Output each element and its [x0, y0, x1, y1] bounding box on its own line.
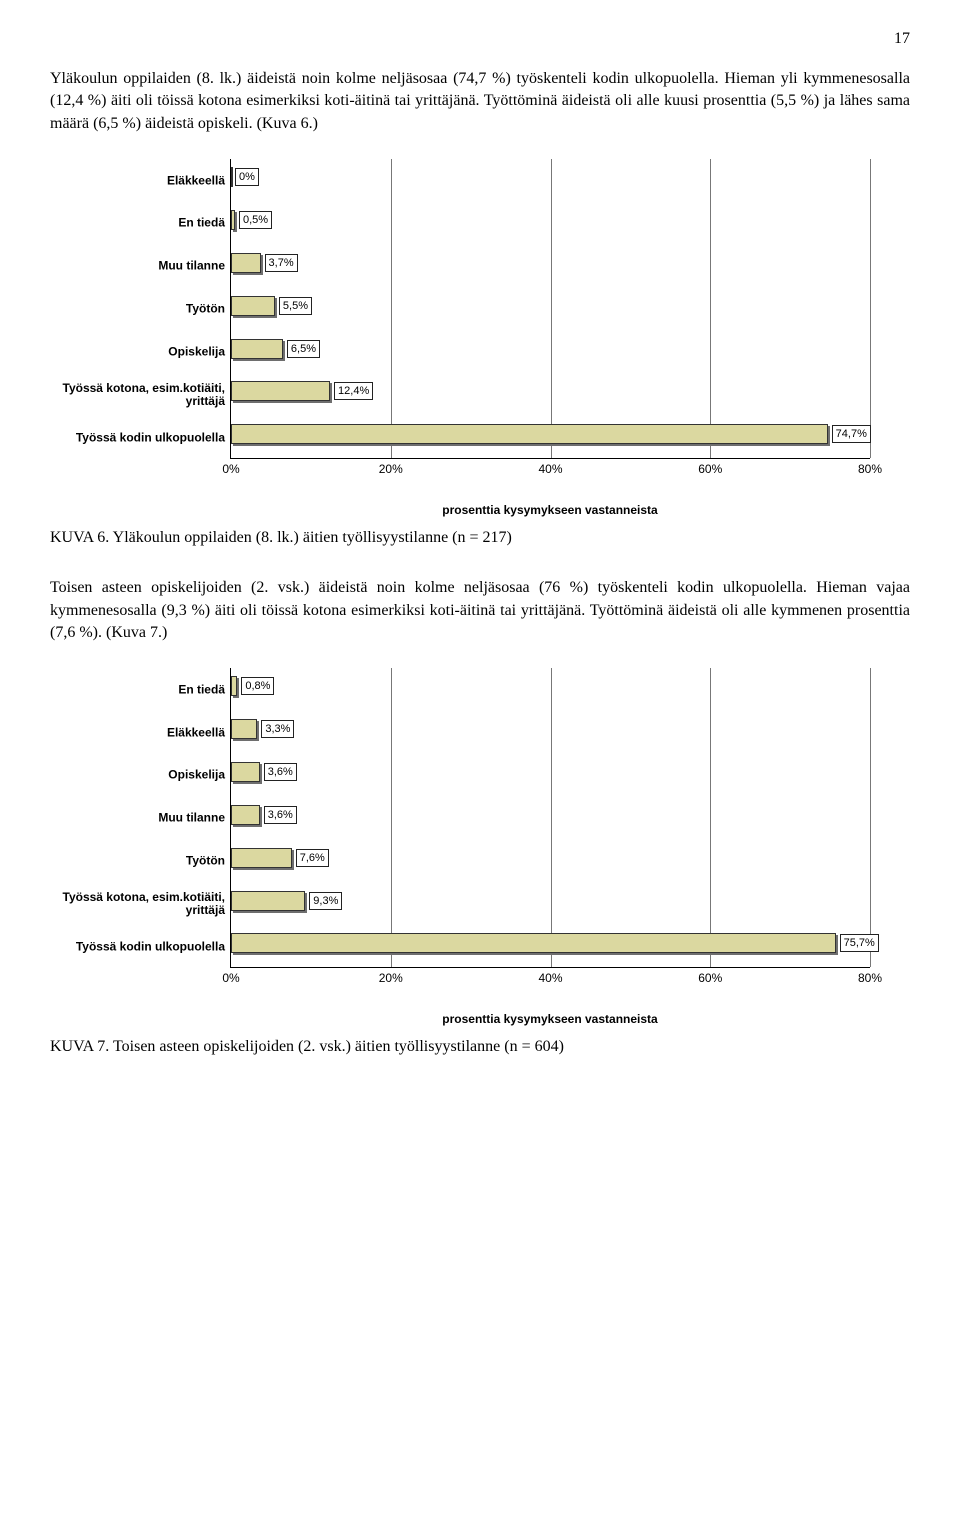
- chart-2-category-label: Opiskelija: [50, 769, 225, 782]
- chart-1-bar: [231, 339, 283, 359]
- chart-1-category-label: Työtön: [50, 303, 225, 316]
- chart-2-gridline: [870, 668, 871, 967]
- chart-2-value-label: 0,8%: [241, 677, 274, 695]
- chart-1-value-label: 0,5%: [239, 211, 272, 229]
- chart-1-bar: [231, 253, 261, 273]
- chart-1-value-label: 12,4%: [334, 382, 373, 400]
- chart-2-row: Työssä kodin ulkopuolella75,7%: [231, 925, 870, 968]
- chart-1-xlabel: prosenttia kysymykseen vastanneista: [230, 503, 870, 517]
- chart-1-bar: [231, 210, 235, 230]
- chart-1-category-label: En tiedä: [50, 217, 225, 230]
- chart-2-category-label: Työssä kodin ulkopuolella: [50, 940, 225, 953]
- chart-2-row: Muu tilanne3,6%: [231, 797, 870, 840]
- chart-2-xtick: 80%: [858, 971, 882, 985]
- chart-2-bar: [231, 805, 260, 825]
- chart-1-row: Työtön5,5%: [231, 288, 870, 331]
- chart-1-bar: [231, 381, 330, 401]
- chart-1-gridline: [870, 159, 871, 458]
- paragraph-2: Toisen asteen opiskelijoiden (2. vsk.) ä…: [50, 577, 910, 644]
- chart-2-bar: [231, 848, 292, 868]
- caption-2: KUVA 7. Toisen asteen opiskelijoiden (2.…: [50, 1038, 910, 1056]
- chart-1-xtick: 20%: [379, 462, 403, 476]
- page-number: 17: [50, 30, 910, 48]
- chart-2-row: Työssä kotona, esim.kotiäiti, yrittäjä9,…: [231, 883, 870, 926]
- chart-1-bar: [231, 167, 233, 187]
- chart-1-row: Opiskelija6,5%: [231, 331, 870, 374]
- chart-2-bar: [231, 762, 260, 782]
- chart-2-xtick: 0%: [222, 971, 239, 985]
- chart-1-value-label: 74,7%: [832, 425, 871, 443]
- chart-1-category-label: Opiskelija: [50, 345, 225, 358]
- chart-1-bar: [231, 424, 828, 444]
- chart-2-xtick: 40%: [538, 971, 562, 985]
- chart-2-bar: [231, 719, 257, 739]
- chart-2-category-label: Työtön: [50, 855, 225, 868]
- chart-1-category-label: Muu tilanne: [50, 260, 225, 273]
- chart-2-category-label: Eläkkeellä: [50, 726, 225, 739]
- chart-2-value-label: 9,3%: [309, 892, 342, 910]
- chart-1-xtick: 0%: [222, 462, 239, 476]
- chart-1-category-label: Työssä kodin ulkopuolella: [50, 431, 225, 444]
- chart-1-xtick: 40%: [538, 462, 562, 476]
- chart-1-row: Työssä kodin ulkopuolella74,7%: [231, 416, 870, 459]
- chart-2-row: Eläkkeellä3,3%: [231, 711, 870, 754]
- chart-1-value-label: 5,5%: [279, 297, 312, 315]
- chart-1-row: Muu tilanne3,7%: [231, 245, 870, 288]
- chart-2-plot: 0%20%40%60%80%En tiedä0,8%Eläkkeellä3,3%…: [230, 668, 870, 968]
- chart-2-category-label: En tiedä: [50, 683, 225, 696]
- chart-1-value-label: 3,7%: [265, 254, 298, 272]
- chart-1-category-label: Eläkkeellä: [50, 174, 225, 187]
- chart-2: 0%20%40%60%80%En tiedä0,8%Eläkkeellä3,3%…: [50, 668, 910, 1026]
- chart-2-value-label: 3,3%: [261, 720, 294, 738]
- chart-2-row: Työtön7,6%: [231, 840, 870, 883]
- chart-1-row: Työssä kotona, esim.kotiäiti, yrittäjä12…: [231, 373, 870, 416]
- chart-2-bar: [231, 891, 305, 911]
- chart-1: 0%20%40%60%80%Eläkkeellä0%En tiedä0,5%Mu…: [50, 159, 910, 517]
- chart-2-xlabel: prosenttia kysymykseen vastanneista: [230, 1012, 870, 1026]
- chart-2-category-label: Työssä kotona, esim.kotiäiti, yrittäjä: [50, 891, 225, 917]
- chart-1-row: Eläkkeellä0%: [231, 159, 870, 202]
- chart-1-row: En tiedä0,5%: [231, 202, 870, 245]
- chart-1-value-label: 6,5%: [287, 340, 320, 358]
- caption-1: KUVA 6. Yläkoulun oppilaiden (8. lk.) äi…: [50, 529, 910, 547]
- chart-2-xtick: 60%: [698, 971, 722, 985]
- chart-2-bar: [231, 676, 237, 696]
- chart-2-row: Opiskelija3,6%: [231, 754, 870, 797]
- chart-1-plot: 0%20%40%60%80%Eläkkeellä0%En tiedä0,5%Mu…: [230, 159, 870, 459]
- chart-2-value-label: 3,6%: [264, 763, 297, 781]
- chart-1-xtick: 80%: [858, 462, 882, 476]
- chart-2-bar: [231, 933, 836, 953]
- chart-1-bar: [231, 296, 275, 316]
- chart-2-category-label: Muu tilanne: [50, 812, 225, 825]
- chart-2-value-label: 7,6%: [296, 849, 329, 867]
- chart-1-xtick: 60%: [698, 462, 722, 476]
- chart-2-row: En tiedä0,8%: [231, 668, 870, 711]
- chart-1-category-label: Työssä kotona, esim.kotiäiti, yrittäjä: [50, 382, 225, 408]
- chart-2-value-label: 3,6%: [264, 806, 297, 824]
- chart-2-xtick: 20%: [379, 971, 403, 985]
- paragraph-1: Yläkoulun oppilaiden (8. lk.) äideistä n…: [50, 68, 910, 135]
- chart-1-value-label: 0%: [235, 168, 259, 186]
- chart-2-value-label: 75,7%: [840, 934, 879, 952]
